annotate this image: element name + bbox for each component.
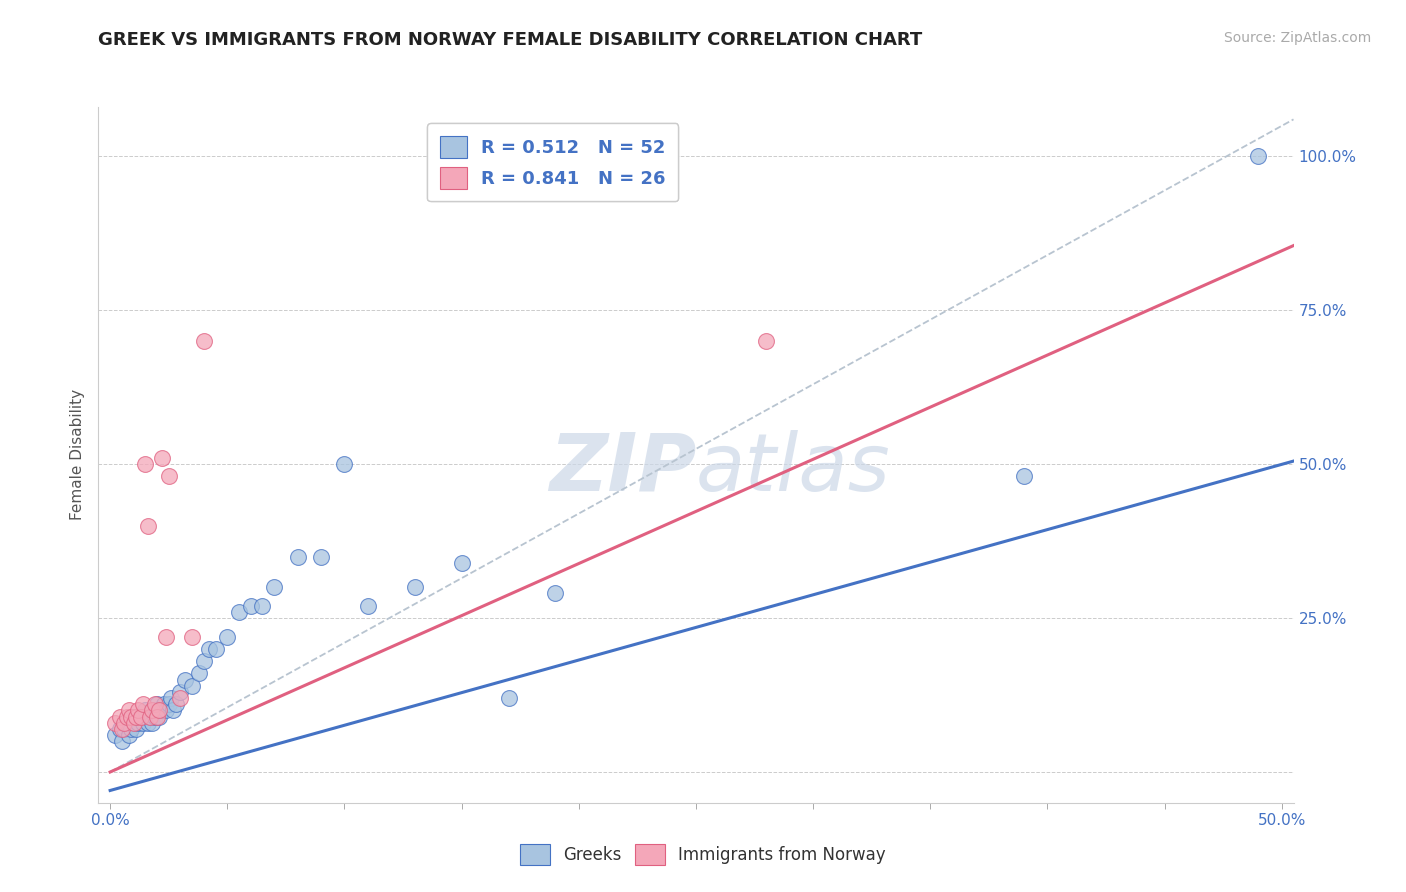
Point: [104, 728, 127, 742]
Text: Source: ZipAtlas.com: Source: ZipAtlas.com: [1223, 31, 1371, 45]
Point: [169, 691, 191, 706]
Point: [112, 715, 135, 730]
Point: [404, 580, 426, 594]
Point: [155, 703, 177, 717]
Text: atlas: atlas: [696, 430, 891, 508]
Point: [136, 715, 159, 730]
Point: [134, 457, 156, 471]
Point: [122, 715, 145, 730]
Point: [122, 709, 145, 723]
Point: [755, 334, 778, 348]
Point: [141, 703, 163, 717]
Point: [204, 641, 226, 656]
Point: [193, 334, 215, 348]
Legend: R = 0.512   N = 52, R = 0.841   N = 26: R = 0.512 N = 52, R = 0.841 N = 26: [427, 123, 678, 202]
Text: ZIP: ZIP: [548, 430, 696, 508]
Point: [120, 709, 142, 723]
Point: [1012, 469, 1035, 483]
Point: [450, 556, 472, 570]
Point: [115, 715, 138, 730]
Point: [134, 709, 156, 723]
Point: [118, 728, 141, 742]
Point: [127, 715, 149, 730]
Point: [111, 722, 134, 736]
Point: [122, 715, 145, 730]
Point: [115, 709, 138, 723]
Point: [146, 698, 169, 712]
Point: [197, 641, 219, 656]
Point: [143, 709, 166, 723]
Point: [146, 709, 169, 723]
Point: [153, 698, 176, 712]
Point: [125, 709, 148, 723]
Text: GREEK VS IMMIGRANTS FROM NORWAY FEMALE DISABILITY CORRELATION CHART: GREEK VS IMMIGRANTS FROM NORWAY FEMALE D…: [98, 31, 922, 49]
Point: [132, 698, 155, 712]
Point: [188, 666, 211, 681]
Point: [287, 549, 309, 564]
Point: [139, 709, 162, 723]
Point: [239, 599, 262, 613]
Legend: Greeks, Immigrants from Norway: Greeks, Immigrants from Norway: [510, 834, 896, 875]
Point: [309, 549, 332, 564]
Point: [129, 709, 152, 723]
Point: [263, 580, 285, 594]
Point: [141, 715, 163, 730]
Point: [1247, 149, 1270, 163]
Point: [120, 722, 142, 736]
Point: [134, 703, 156, 717]
Point: [108, 722, 131, 736]
Point: [155, 630, 177, 644]
Point: [148, 703, 170, 717]
Point: [169, 685, 191, 699]
Point: [143, 698, 166, 712]
Point: [150, 703, 173, 717]
Point: [157, 469, 180, 483]
Point: [165, 698, 187, 712]
Point: [127, 703, 149, 717]
Point: [150, 450, 173, 465]
Point: [139, 709, 162, 723]
Point: [148, 709, 170, 723]
Point: [333, 457, 356, 471]
Point: [157, 698, 180, 712]
Point: [217, 630, 239, 644]
Point: [544, 586, 567, 600]
Point: [141, 703, 163, 717]
Point: [498, 691, 520, 706]
Point: [181, 630, 204, 644]
Point: [252, 599, 274, 613]
Point: [136, 518, 159, 533]
Point: [181, 679, 204, 693]
Point: [118, 703, 141, 717]
Point: [132, 715, 155, 730]
Point: [112, 722, 135, 736]
Point: [174, 673, 197, 687]
Point: [228, 605, 250, 619]
Point: [357, 599, 380, 613]
Point: [162, 703, 184, 717]
Point: [160, 691, 183, 706]
Point: [108, 709, 131, 723]
Y-axis label: Female Disability: Female Disability: [69, 389, 84, 521]
Point: [193, 654, 215, 668]
Point: [125, 722, 148, 736]
Point: [111, 734, 134, 748]
Point: [129, 709, 152, 723]
Point: [146, 703, 169, 717]
Point: [104, 715, 127, 730]
